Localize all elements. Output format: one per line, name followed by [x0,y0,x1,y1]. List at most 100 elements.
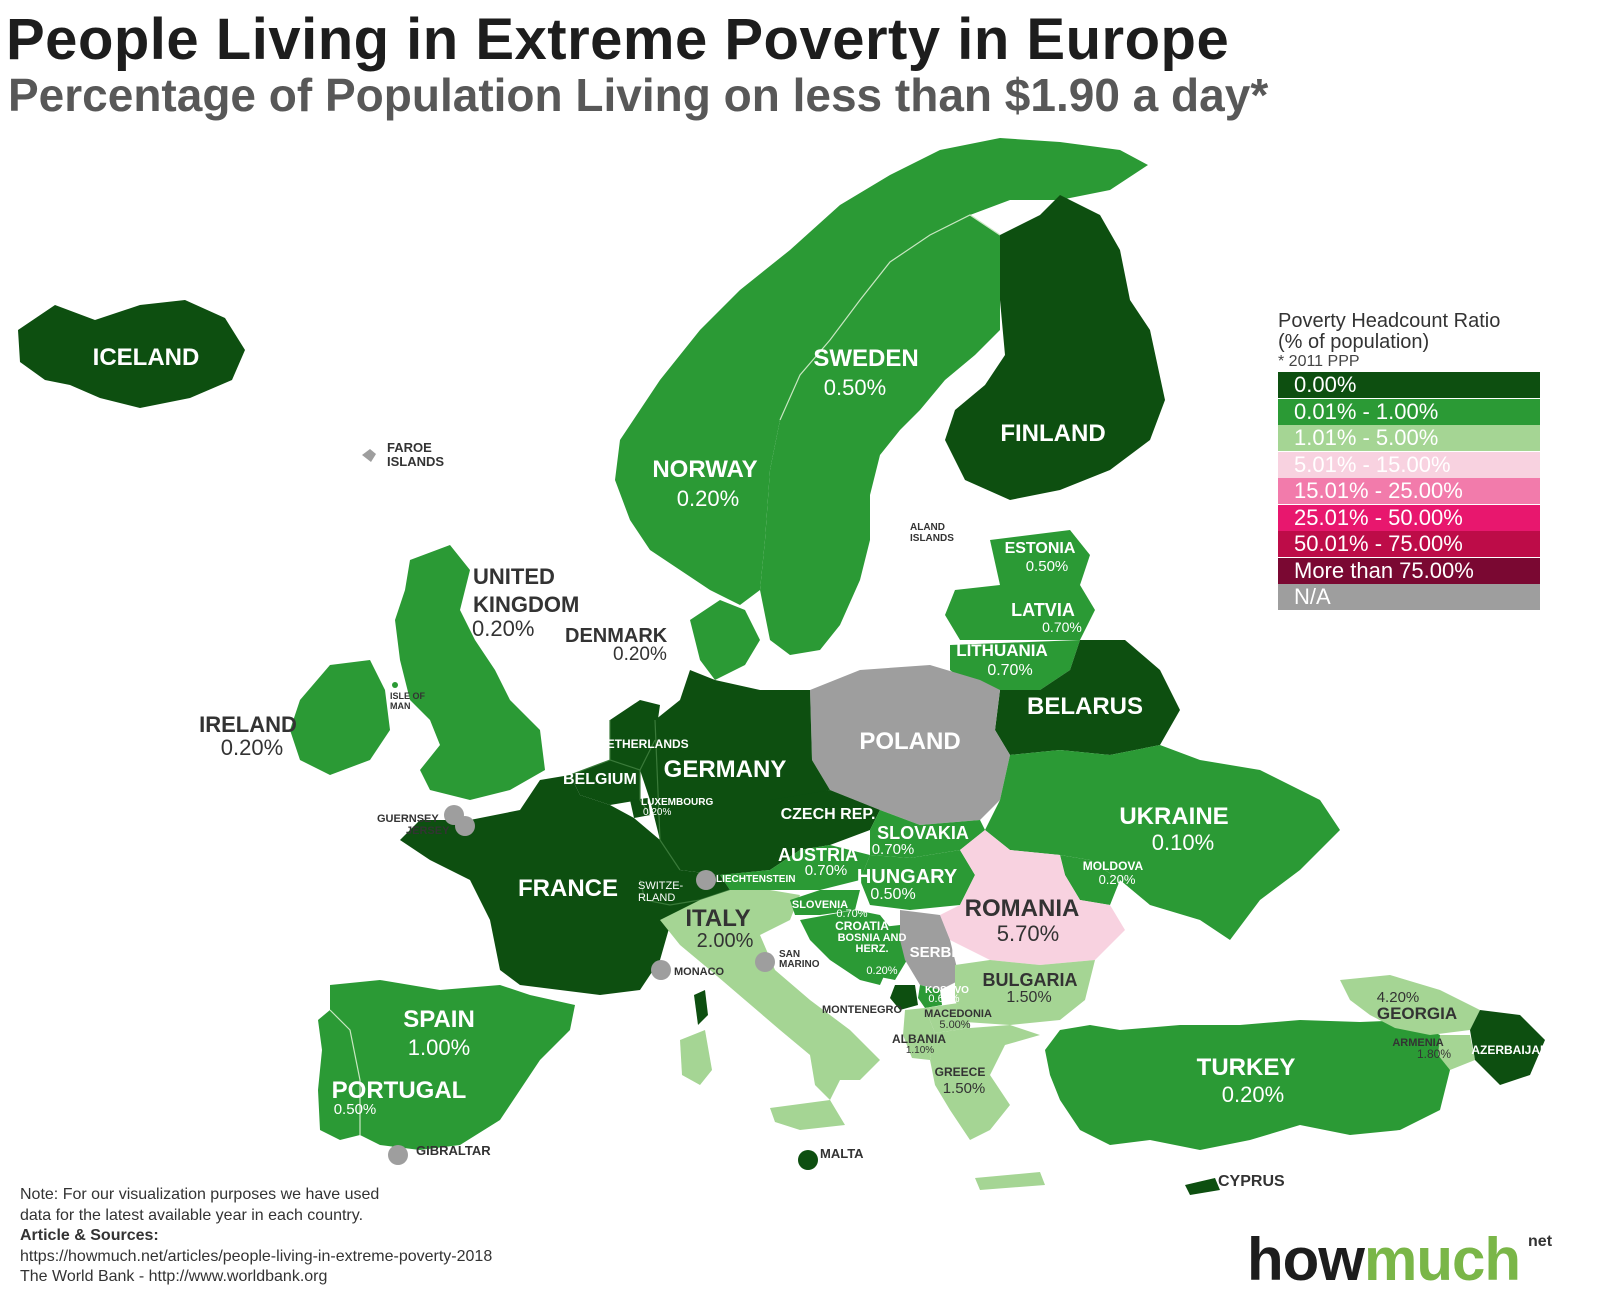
value-uk: 0.20% [472,616,534,641]
label-slovenia: SLOVENIA [792,899,848,911]
country-germany [640,670,830,875]
country-moldova [1060,855,1120,905]
legend: Poverty Headcount Ratio (% of population… [1278,311,1540,611]
howmuch-logo: howmuch net [1247,1225,1552,1294]
country-romania [940,830,1125,965]
country-czech [770,790,880,850]
value-denmark: 0.20% [613,644,667,665]
label-sweden: SWEDEN [813,345,918,372]
value-lithuania: 0.70% [987,662,1032,679]
label-faroe-1: FAROE ISLANDS [387,440,444,469]
source-link-2[interactable]: The World Bank - http://www.worldbank.or… [20,1268,328,1285]
country-azerbaijan [1470,1010,1545,1085]
island-malta [798,1150,818,1170]
label-finland: FINLAND [1000,420,1105,447]
label-austria: AUSTRIA [778,845,858,865]
legend-row: 15.01% - 25.00% [1278,478,1540,504]
label-monaco: MONACO [674,966,725,978]
brand-much: much [1363,1226,1521,1293]
country-montenegro [890,985,918,1010]
label-luxembourg: LUXEMBOURG [641,797,713,808]
label-iceland: ICELAND [93,344,200,371]
source-link-1[interactable]: https://howmuch.net/articles/people-livi… [20,1247,493,1265]
label-belarus: BELARUS [1027,693,1143,720]
legend-subtitle: (% of population) [1278,331,1430,353]
country-belgium [570,760,640,805]
label-germany: GERMANY [664,756,787,783]
country-estonia [990,530,1090,585]
label-georgia: GEORGIA [1377,1004,1457,1023]
label-serbia: SERBIA [910,944,967,961]
value-kosovo: 0.60% [928,993,959,1005]
page-subtitle: Percentage of Population Living on less … [8,69,1269,121]
label-lithuania: LITHUANIA [956,641,1048,660]
marker-liechtenstein [696,870,716,890]
island-sicily [770,1100,845,1130]
country-portugal [318,1010,360,1140]
sources-heading: Article & Sources: [20,1227,159,1244]
value-italy: 2.00% [697,930,754,952]
label-uk: UNITED KINGDOM [473,564,579,617]
legend-row: 0.01% - 1.00% [1278,398,1540,425]
value-latvia: 0.70% [1042,619,1082,635]
value-bosnia: 0.20% [866,965,897,977]
country-latvia [945,585,1095,640]
country-denmark [690,600,760,680]
value-romania: 5.70% [997,921,1059,946]
border-norway-sweden [779,214,1001,421]
country-bosnia [855,925,910,980]
label-croatia: CROATIA [835,919,889,933]
country-uk [395,545,545,800]
value-estonia: 0.50% [1026,558,1069,575]
country-faroe [362,449,376,462]
value-portugal: 0.50% [334,1101,377,1118]
note-line-1: Note: For our visualization purposes we … [20,1186,380,1203]
country-finland [945,195,1165,500]
label-italy: ITALY [685,905,750,932]
country-ireland [290,660,390,775]
label-hungary: HUNGARY [857,866,958,888]
label-armenia: ARMENIA [1392,1037,1443,1049]
marker-isle-of-man [392,682,398,688]
label-guernsey: GUERNSEY [377,813,439,825]
legend-row: 0.00% [1278,372,1540,398]
value-greece: 1.50% [943,1080,986,1097]
country-turkey [1045,1020,1450,1150]
label-greece: GREECE [935,1065,986,1079]
country-iceland [18,300,245,408]
label-montenegro: MONTENEGRO [822,1004,903,1016]
country-bulgaria [955,960,1095,1025]
legend-row: 5.01% - 15.00% [1278,451,1540,478]
label-portugal: PORTUGAL [332,1077,467,1104]
label-poland: POLAND [859,728,960,755]
country-slovenia [790,890,860,915]
value-hungary: 0.50% [870,886,915,903]
label-bulgaria: BULGARIA [983,970,1078,990]
value-austria: 0.70% [805,862,848,879]
country-georgia [1340,975,1480,1035]
country-sweden [760,215,1000,655]
value-luxembourg: 0.20% [643,807,671,818]
island-sardinia [680,1030,712,1085]
country-serbia [900,910,960,990]
country-kosovo [918,985,942,1008]
value-sweden: 0.50% [824,375,886,400]
label-switzerland: SWITZE-RLAND [638,880,684,904]
label-norway: NORWAY [652,456,757,483]
country-norway [615,138,1148,605]
value-slovakia: 0.70% [872,841,915,858]
value-norway: 0.20% [677,486,739,511]
label-estonia: ESTONIA [1005,540,1076,557]
country-france [400,775,700,995]
legend-row: N/A [1278,584,1540,610]
label-bosnia: BOSNIA AND HERZ. [838,932,907,955]
marker-monaco [651,960,671,980]
marker-san-marino [755,952,775,972]
label-romania: ROMANIA [965,895,1080,922]
marker-gibraltar [388,1145,408,1165]
country-lithuania [950,640,1080,690]
country-armenia [1438,1035,1475,1070]
note-line-2: data for the latest available year in ea… [20,1206,364,1224]
value-ireland: 0.20% [221,735,283,760]
